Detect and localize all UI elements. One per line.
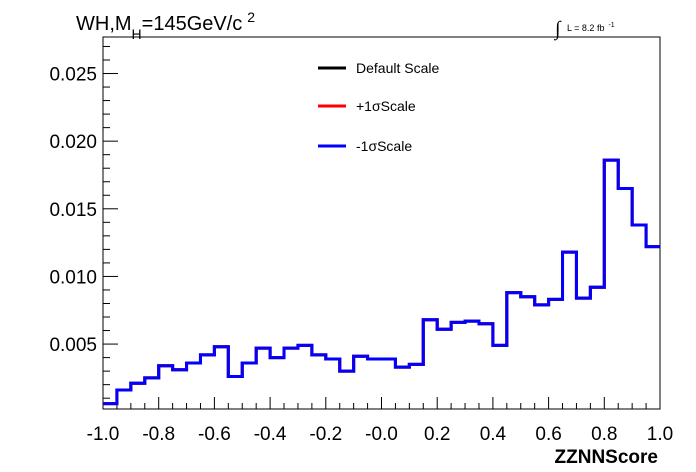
- y-tick-label: 0.010: [49, 267, 97, 288]
- chart-title: WH,MH=145GeV/c 2: [76, 9, 255, 42]
- x-tick-label: -0.0: [365, 424, 398, 445]
- series-line-2: [103, 158, 660, 406]
- legend-label-1: +1σScale: [356, 98, 416, 114]
- y-axis: 0.005 0.010 0.015 0.020 0.025: [49, 45, 118, 399]
- luminosity-label: L = 8.2 fb -1: [567, 22, 615, 33]
- x-tick-label: 1.0: [647, 424, 673, 445]
- chart-title-rest: =145GeV/c: [142, 13, 243, 35]
- y-tick-label: 0.020: [49, 132, 97, 153]
- x-tick-label: -0.4: [254, 424, 287, 445]
- y-tick-label: 0.005: [49, 335, 97, 356]
- chart-title-prefix: WH,M: [76, 13, 132, 35]
- x-tick-label: -0.6: [198, 424, 231, 445]
- legend: Default Scale +1σScale -1σScale: [318, 60, 439, 154]
- luminosity-integral: ∫: [553, 18, 562, 41]
- x-axis: -1.0 -0.8 -0.6 -0.4 -0.2 -0.0 0.2 0.4 0.6 0.8 1.0: [87, 397, 673, 445]
- x-tick-label: 0.6: [535, 424, 561, 445]
- chart-title-subscript: H: [132, 26, 142, 42]
- chart-title-superscript: 2: [247, 9, 255, 25]
- histogram-series: [103, 158, 660, 406]
- luminosity-text: L = 8.2 fb: [567, 23, 604, 33]
- x-axis-title: ZZNNScore: [555, 447, 658, 468]
- x-tick-label: 0.8: [591, 424, 617, 445]
- legend-label-0: Default Scale: [356, 60, 439, 76]
- y-tick-label: 0.015: [49, 200, 97, 221]
- x-tick-label: 0.2: [424, 424, 450, 445]
- x-tick-label: 0.4: [480, 424, 507, 445]
- x-tick-label: -0.2: [309, 424, 342, 445]
- x-tick-label: -1.0: [87, 424, 120, 445]
- luminosity-superscript: -1: [608, 22, 614, 29]
- legend-label-2: -1σScale: [356, 138, 412, 154]
- x-tick-label: -0.8: [142, 424, 175, 445]
- y-tick-label: 0.025: [49, 65, 97, 86]
